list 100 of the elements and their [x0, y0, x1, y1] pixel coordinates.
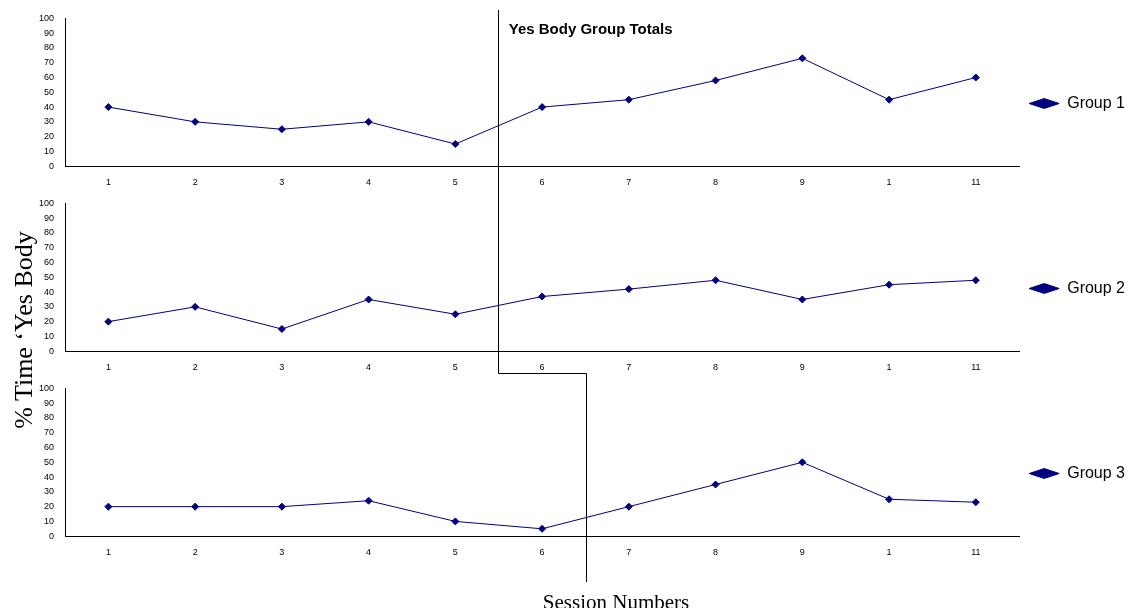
y-tick-label: 60 [44, 257, 55, 267]
x-tick-label: 6 [539, 547, 545, 558]
x-tick-label: 4 [366, 177, 372, 188]
point [104, 103, 113, 112]
y-tick-label: 90 [44, 27, 55, 38]
x-tick-label: 2 [192, 547, 198, 558]
x-tick-label: 2 [192, 362, 198, 373]
x-tick-label: 1 [105, 177, 111, 188]
y-tick-label: 90 [44, 397, 55, 408]
point [798, 54, 807, 63]
y-tick-label: 50 [44, 456, 55, 467]
point [191, 502, 200, 511]
chart-title: Yes Body Group Totals [508, 20, 673, 38]
y-tick-label: 40 [44, 101, 55, 112]
y-tick-label: 10 [44, 330, 55, 341]
legend-label: Group 2 [1067, 278, 1126, 296]
point [104, 317, 113, 326]
y-tick-label: 0 [49, 160, 55, 171]
x-tick-label: 4 [366, 362, 372, 373]
x-tick-label: 6 [539, 362, 545, 373]
x-tick-label: 1 [886, 547, 892, 558]
point [104, 502, 113, 511]
x-tick-label: 7 [626, 362, 632, 373]
y-tick-label: 0 [49, 345, 55, 356]
legend-label: Group 3 [1067, 463, 1126, 481]
x-tick-label: 9 [799, 547, 805, 558]
y-tick-label: 0 [49, 530, 55, 541]
point [711, 276, 720, 285]
y-tick-label: 30 [44, 301, 55, 312]
y-tick-label: 30 [44, 486, 55, 497]
point [538, 292, 547, 301]
point [364, 295, 373, 304]
x-tick-label: 6 [539, 177, 545, 188]
point [971, 498, 980, 507]
point [624, 285, 633, 294]
x-tick-label: 7 [626, 177, 632, 188]
x-tick-label: 5 [452, 547, 458, 558]
x-tick-label: 3 [279, 362, 285, 373]
point [624, 95, 633, 104]
y-tick-label: 100 [38, 382, 55, 393]
y-tick-label: 100 [38, 12, 55, 23]
x-tick-label: 9 [799, 177, 805, 188]
point [971, 73, 980, 82]
point [798, 458, 807, 467]
y-tick-label: 70 [44, 427, 55, 438]
point [277, 502, 286, 511]
y-tick-label: 40 [44, 286, 55, 297]
point [364, 496, 373, 505]
x-tick-label: 3 [279, 177, 285, 188]
y-tick-label: 80 [44, 227, 55, 238]
y-tick-label: 100 [38, 197, 55, 208]
point [885, 95, 894, 104]
y-tick-label: 70 [44, 242, 55, 253]
y-tick-label: 50 [44, 86, 55, 97]
point [451, 310, 460, 319]
legend-label: Group 1 [1067, 93, 1126, 111]
y-tick-label: 10 [44, 145, 55, 156]
x-tick-label: 4 [366, 547, 372, 558]
point [191, 117, 200, 126]
point [277, 325, 286, 334]
x-tick-label: 2 [192, 177, 198, 188]
y-tick-label: 20 [44, 316, 55, 327]
y-tick-label: 30 [44, 116, 55, 127]
y-tick-label: 60 [44, 72, 55, 82]
y-tick-label: 80 [44, 412, 55, 423]
x-tick-label: 8 [713, 547, 719, 558]
point [191, 302, 200, 311]
point [711, 76, 720, 85]
x-tick-label: 11 [971, 547, 981, 558]
point [451, 140, 460, 149]
y-tick-label: 40 [44, 471, 55, 482]
point [451, 517, 460, 526]
y-tick-label: 20 [44, 131, 55, 142]
point [971, 276, 980, 285]
point [277, 125, 286, 134]
x-tick-label: 11 [971, 177, 981, 188]
y-tick-label: 60 [44, 442, 55, 452]
y-tick-label: 10 [44, 515, 55, 526]
y-tick-label: 70 [44, 57, 55, 68]
x-tick-label: 5 [452, 177, 458, 188]
x-tick-label: 8 [713, 177, 719, 188]
y-tick-label: 90 [44, 212, 55, 223]
point [885, 280, 894, 289]
x-tick-label: 1 [886, 362, 892, 373]
x-tick-label: 1 [105, 547, 111, 558]
point [885, 495, 894, 504]
x-tick-label: 8 [713, 362, 719, 373]
y-tick-label: 80 [44, 42, 55, 53]
x-tick-label: 3 [279, 547, 285, 558]
point [538, 103, 547, 112]
x-tick-label: 1 [886, 177, 892, 188]
y-tick-label: 50 [44, 271, 55, 282]
point [624, 502, 633, 511]
y-tick-label: 20 [44, 501, 55, 512]
point [711, 480, 720, 489]
y-axis-title: % Time ‘Yes Body [9, 231, 39, 429]
point [798, 295, 807, 304]
x-tick-label: 9 [799, 362, 805, 373]
x-tick-label: 7 [626, 547, 632, 558]
point [538, 524, 547, 533]
